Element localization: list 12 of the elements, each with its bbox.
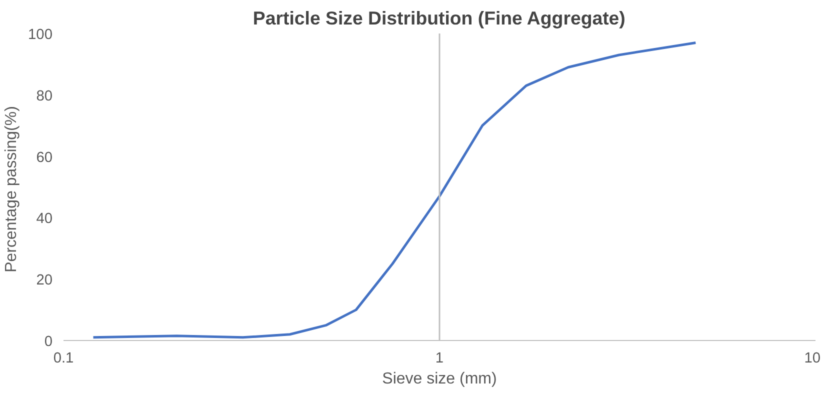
y-tick-label: 80: [36, 88, 53, 104]
chart-title: Particle Size Distribution (Fine Aggregate): [252, 8, 626, 28]
y-tick-label: 100: [28, 27, 53, 43]
y-axis-title: Percentage passing(%): [3, 106, 20, 272]
y-tick-label: 60: [36, 150, 53, 166]
x-axis-title: Sieve size (mm): [382, 370, 497, 388]
x-tick-label: 10: [804, 350, 821, 366]
y-tick-label: 0: [44, 334, 53, 350]
y-tick-label: 40: [36, 211, 53, 228]
y-tick-label: 20: [36, 272, 53, 289]
x-tick-label: 0.1: [53, 350, 74, 366]
x-tick-label: 1: [435, 350, 444, 366]
